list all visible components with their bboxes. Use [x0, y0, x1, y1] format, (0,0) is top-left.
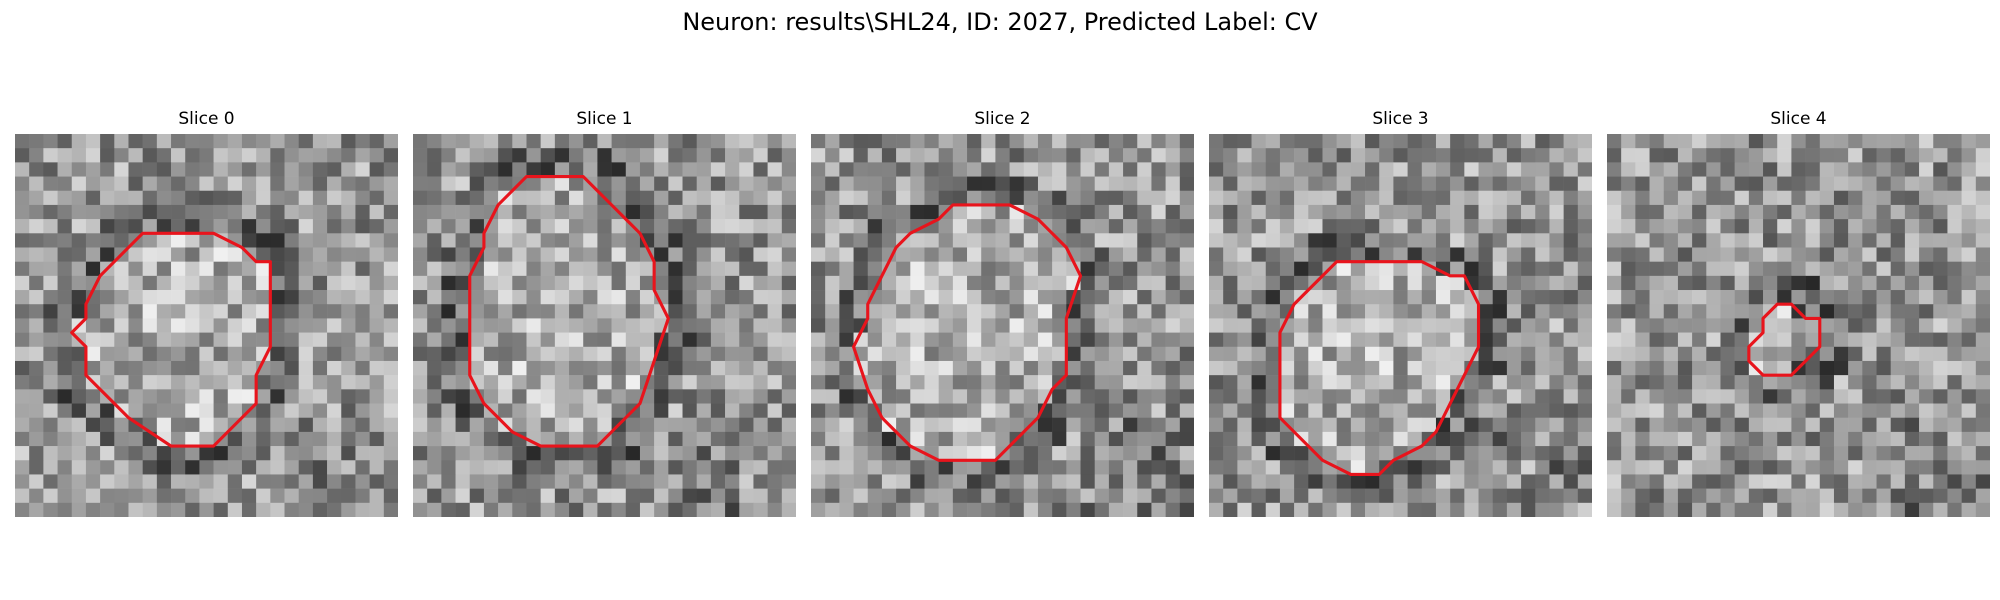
segmentation-contour	[70, 231, 272, 448]
slice-image	[1607, 134, 1990, 517]
slice-title: Slice 4	[1770, 109, 1827, 129]
slice-title: Slice 2	[974, 109, 1031, 129]
segmentation-contour	[851, 203, 1083, 462]
slice-image	[413, 134, 796, 517]
slice-title: Slice 1	[576, 109, 633, 129]
slice-image	[1209, 134, 1592, 517]
segmentation-contour	[468, 174, 670, 448]
segmentation-contour	[1278, 260, 1481, 477]
figure-title: Neuron: results\SHL24, ID: 2027, Predict…	[682, 8, 1318, 36]
segmentation-contour	[1747, 302, 1822, 377]
slice-image	[811, 134, 1194, 517]
slice-image	[15, 134, 398, 517]
slice-title: Slice 3	[1372, 109, 1429, 129]
slice-title: Slice 0	[178, 109, 235, 129]
